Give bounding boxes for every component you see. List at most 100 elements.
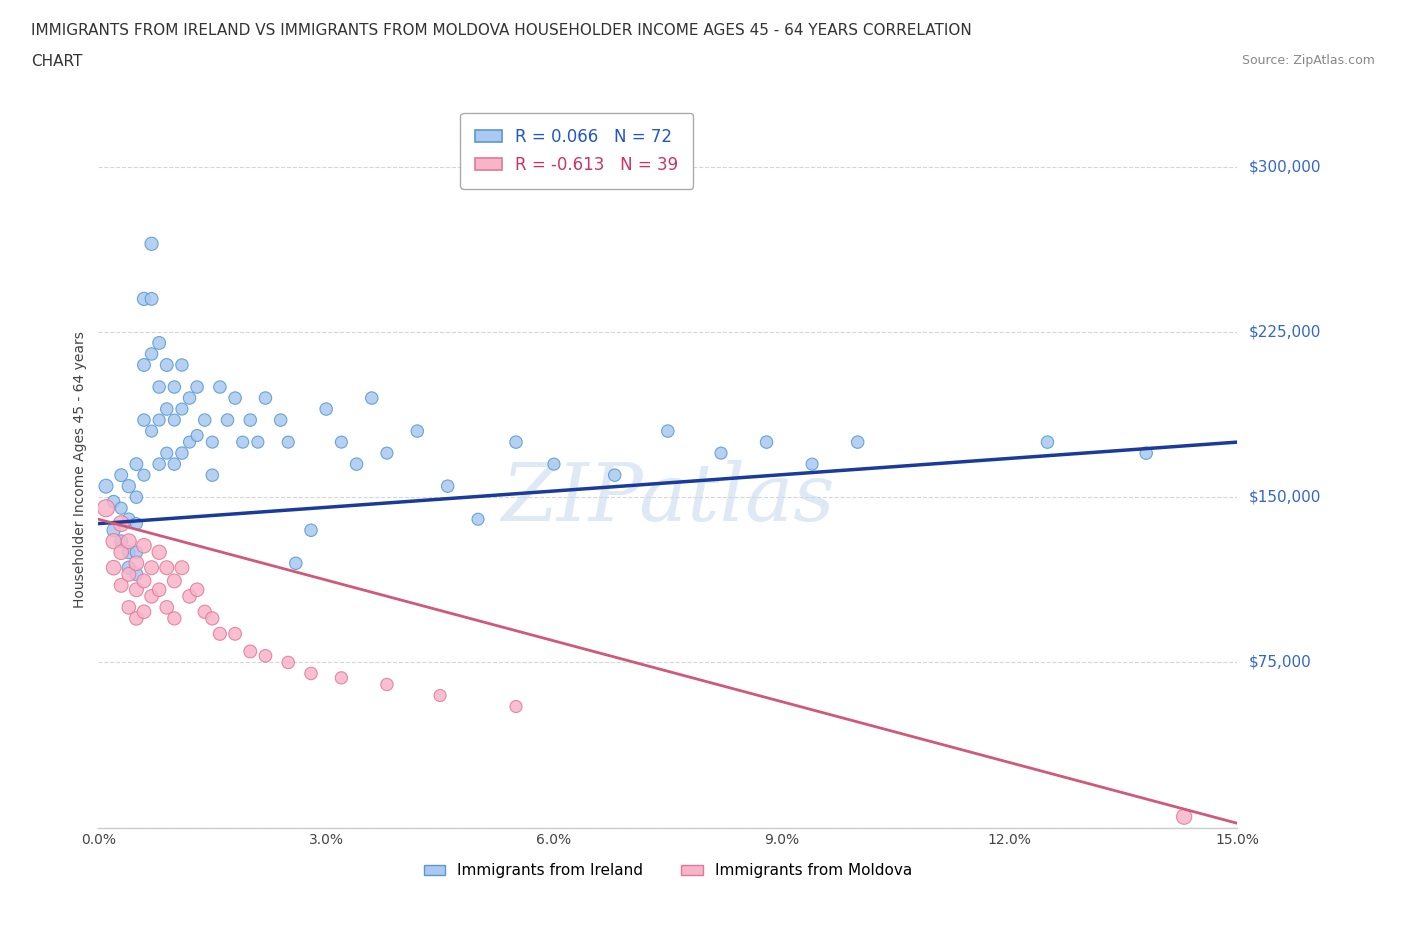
Point bbox=[201, 434, 224, 449]
Point bbox=[179, 589, 201, 604]
Point bbox=[118, 600, 141, 615]
Point bbox=[467, 512, 489, 526]
Point bbox=[125, 516, 148, 531]
Point bbox=[208, 627, 231, 642]
Point bbox=[375, 677, 398, 692]
Point bbox=[118, 560, 141, 575]
Point bbox=[330, 434, 353, 449]
Point bbox=[299, 523, 322, 538]
Text: $225,000: $225,000 bbox=[1249, 325, 1320, 339]
Point bbox=[163, 457, 186, 472]
Point bbox=[1036, 434, 1059, 449]
Point bbox=[217, 413, 239, 428]
Point bbox=[132, 413, 155, 428]
Point bbox=[110, 468, 132, 483]
Point bbox=[156, 560, 179, 575]
Point bbox=[170, 445, 193, 460]
Point bbox=[163, 413, 186, 428]
Point bbox=[125, 567, 148, 582]
Point bbox=[156, 357, 179, 372]
Point bbox=[125, 457, 148, 472]
Text: $150,000: $150,000 bbox=[1249, 490, 1320, 505]
Point bbox=[208, 379, 231, 394]
Point bbox=[232, 434, 254, 449]
Point bbox=[141, 589, 163, 604]
Point bbox=[436, 479, 458, 494]
Point bbox=[103, 560, 125, 575]
Point bbox=[186, 428, 208, 443]
Point bbox=[170, 402, 193, 417]
Point bbox=[194, 413, 217, 428]
Point bbox=[163, 379, 186, 394]
Text: $75,000: $75,000 bbox=[1249, 655, 1312, 670]
Point bbox=[246, 434, 269, 449]
Point bbox=[125, 556, 148, 571]
Point bbox=[141, 560, 163, 575]
Point bbox=[315, 402, 337, 417]
Point bbox=[132, 604, 155, 619]
Text: ZIPatlas: ZIPatlas bbox=[501, 459, 835, 537]
Point bbox=[1135, 445, 1157, 460]
Point bbox=[170, 560, 193, 575]
Point bbox=[141, 347, 163, 362]
Point bbox=[141, 291, 163, 306]
Point bbox=[132, 468, 155, 483]
Point bbox=[118, 479, 141, 494]
Point bbox=[156, 445, 179, 460]
Point bbox=[186, 379, 208, 394]
Point bbox=[239, 644, 262, 658]
Point bbox=[194, 604, 217, 619]
Point bbox=[103, 494, 125, 509]
Point bbox=[254, 391, 277, 405]
Point bbox=[1173, 809, 1195, 824]
Point bbox=[224, 391, 246, 405]
Point bbox=[179, 391, 201, 405]
Point bbox=[118, 567, 141, 582]
Point bbox=[346, 457, 368, 472]
Point bbox=[103, 523, 125, 538]
Point bbox=[170, 357, 193, 372]
Point bbox=[846, 434, 869, 449]
Point bbox=[156, 600, 179, 615]
Point bbox=[657, 424, 679, 439]
Point bbox=[801, 457, 824, 472]
Point bbox=[94, 500, 117, 515]
Text: CHART: CHART bbox=[31, 54, 83, 69]
Point bbox=[270, 413, 292, 428]
Point bbox=[375, 445, 398, 460]
Text: IMMIGRANTS FROM IRELAND VS IMMIGRANTS FROM MOLDOVA HOUSEHOLDER INCOME AGES 45 - : IMMIGRANTS FROM IRELAND VS IMMIGRANTS FR… bbox=[31, 23, 972, 38]
Point bbox=[710, 445, 733, 460]
Y-axis label: Householder Income Ages 45 - 64 years: Householder Income Ages 45 - 64 years bbox=[73, 331, 87, 608]
Point bbox=[330, 671, 353, 685]
Point bbox=[125, 545, 148, 560]
Point bbox=[110, 545, 132, 560]
Point bbox=[125, 582, 148, 597]
Point bbox=[201, 611, 224, 626]
Point bbox=[118, 534, 141, 549]
Point bbox=[132, 357, 155, 372]
Point bbox=[239, 413, 262, 428]
Point bbox=[179, 434, 201, 449]
Text: Source: ZipAtlas.com: Source: ZipAtlas.com bbox=[1241, 54, 1375, 67]
Point bbox=[299, 666, 322, 681]
Point bbox=[505, 434, 527, 449]
Point bbox=[406, 424, 429, 439]
Point bbox=[603, 468, 626, 483]
Point bbox=[360, 391, 382, 405]
Point bbox=[284, 556, 307, 571]
Point bbox=[148, 582, 170, 597]
Text: $300,000: $300,000 bbox=[1249, 159, 1320, 174]
Point bbox=[224, 627, 246, 642]
Point bbox=[94, 479, 117, 494]
Point bbox=[163, 611, 186, 626]
Point bbox=[110, 578, 132, 592]
Point bbox=[125, 490, 148, 505]
Point bbox=[505, 699, 527, 714]
Point bbox=[110, 500, 132, 515]
Point bbox=[201, 468, 224, 483]
Point bbox=[148, 457, 170, 472]
Point bbox=[543, 457, 565, 472]
Point bbox=[148, 545, 170, 560]
Point bbox=[148, 336, 170, 351]
Point bbox=[277, 434, 299, 449]
